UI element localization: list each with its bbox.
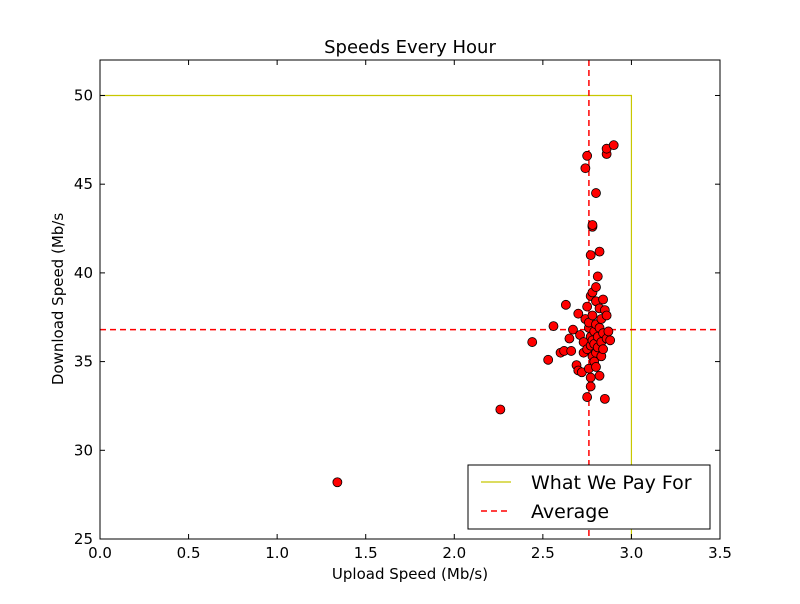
legend-box (467, 464, 711, 530)
data-point (599, 393, 610, 404)
y-tick-label: 45 (74, 175, 93, 193)
plot-area-frame (99, 59, 721, 540)
data-point (573, 308, 584, 319)
legend: What We Pay For Average (467, 464, 711, 530)
data-point (603, 326, 614, 337)
data-point (587, 220, 598, 230)
data-point (592, 271, 603, 282)
data-point (543, 354, 554, 365)
data-point (548, 321, 559, 332)
data-point (332, 477, 343, 488)
y-tick-label: 35 (74, 353, 93, 371)
y-tick-label: 50 (74, 86, 93, 104)
data-point (591, 188, 601, 198)
data-point (594, 370, 605, 381)
y-tick-label: 40 (74, 264, 93, 282)
y-tick-label: 25 (74, 530, 93, 548)
paid-plan-line (100, 94, 633, 539)
data-point (608, 140, 619, 151)
y-tick-label: 30 (74, 441, 93, 459)
data-point (598, 344, 608, 355)
data-point (582, 392, 593, 402)
data-point (594, 246, 605, 257)
y-axis-label: Download Speed (Mb/s (49, 213, 67, 385)
data-point (585, 372, 596, 383)
data-point (566, 346, 577, 356)
x-tick-label: 0.5 (177, 544, 201, 562)
data-point (605, 335, 616, 346)
data-points (332, 140, 619, 488)
x-tick-label: 3.0 (619, 544, 643, 562)
data-point (527, 337, 538, 347)
x-tick-label: 0.0 (88, 544, 112, 562)
x-tick-label: 2.0 (442, 544, 466, 562)
data-point (560, 299, 571, 310)
x-tick-label: 1.5 (354, 544, 378, 562)
data-point (591, 282, 601, 292)
x-axis-ticks: 0.0 0.5 1.0 1.5 2.0 2.5 3.0 3.5 (88, 60, 732, 562)
data-point (564, 333, 575, 344)
data-point (591, 362, 601, 372)
x-tick-label: 1.0 (265, 544, 289, 562)
data-point (598, 294, 608, 305)
x-tick-label: 2.5 (531, 544, 555, 562)
chart-title: Speeds Every Hour (324, 37, 496, 58)
data-point (601, 310, 612, 321)
data-point (587, 310, 598, 321)
data-point (582, 301, 593, 312)
reference-lines (100, 60, 720, 539)
data-point (580, 163, 591, 174)
x-axis-label: Upload Speed (Mb/s) (332, 565, 488, 583)
data-point (582, 150, 593, 161)
data-point (495, 404, 506, 415)
x-tick-label: 3.5 (708, 544, 732, 562)
data-point (585, 250, 596, 261)
legend-label-average: Average (531, 501, 609, 523)
legend-label-paid: What We Pay For (531, 472, 692, 494)
data-point (585, 381, 596, 392)
data-point (568, 324, 578, 335)
y-axis-ticks: 25 30 35 40 45 50 (74, 86, 720, 548)
